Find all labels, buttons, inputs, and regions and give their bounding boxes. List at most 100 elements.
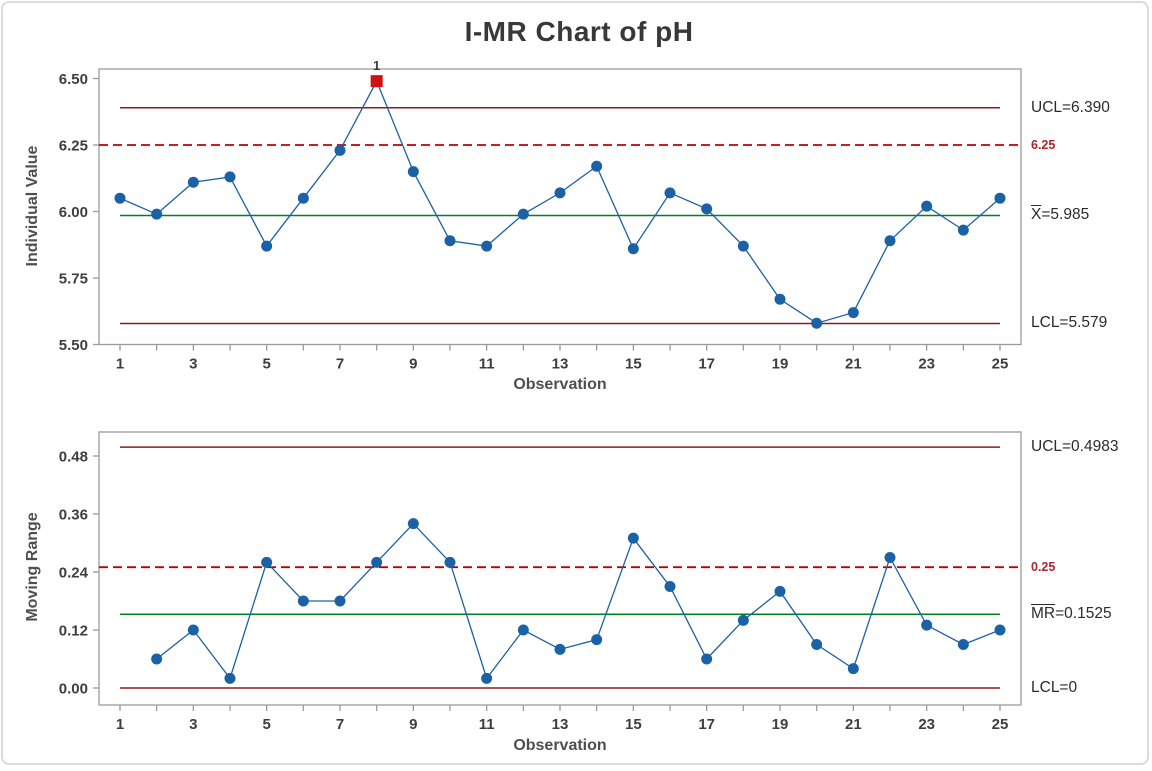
data-point[interactable] <box>591 160 603 172</box>
data-point[interactable] <box>334 595 346 607</box>
data-point[interactable] <box>591 634 603 646</box>
x-tick-label: 1 <box>116 356 124 373</box>
y-tick-label: 0.24 <box>59 565 89 582</box>
x-tick-label: 1 <box>116 716 124 733</box>
mr-chart-center-label: MR=0.1525 <box>1031 605 1112 623</box>
data-point[interactable] <box>481 672 493 684</box>
data-point[interactable] <box>957 224 969 236</box>
data-point[interactable] <box>297 595 309 607</box>
i-chart-y-axis-title: Individual Value <box>24 145 41 267</box>
i-chart-lcl-label: LCL=5.579 <box>1031 314 1108 332</box>
xbar-symbol: X <box>1031 206 1042 224</box>
data-point[interactable] <box>261 556 273 568</box>
data-point[interactable] <box>994 624 1006 636</box>
individuals-chart: 1 3 5 7 9 11 13 15 17 19 21 23 256.506.256.005.755.5… <box>59 58 1022 393</box>
data-point[interactable] <box>811 639 823 651</box>
x-tick-label: 13 <box>552 716 569 733</box>
data-point[interactable] <box>957 639 969 651</box>
mr-chart-lcl-label: LCL=0 <box>1031 679 1078 696</box>
chart-title: I-MR Chart of pH <box>464 16 694 47</box>
i-chart-ucl-label: UCL=6.390 <box>1031 98 1110 116</box>
x-tick-label: 15 <box>625 356 642 373</box>
y-tick-label: 0.36 <box>59 507 88 524</box>
data-point[interactable] <box>481 240 493 252</box>
plot-border <box>98 68 1022 346</box>
data-point[interactable] <box>664 187 676 199</box>
data-point[interactable] <box>517 624 529 636</box>
data-point[interactable] <box>554 643 566 655</box>
x-tick-label: 9 <box>409 716 417 733</box>
x-axis-title: Observation <box>513 376 606 393</box>
data-point[interactable] <box>334 144 346 156</box>
charts-canvas: 1 3 5 7 9 11 13 15 17 19 21 23 256.506.256.005.755.5… <box>59 58 1022 754</box>
y-tick-label: 0.12 <box>59 623 88 640</box>
x-tick-label: 3 <box>189 716 197 733</box>
data-point[interactable] <box>187 624 199 636</box>
data-point[interactable] <box>444 235 456 247</box>
x-tick-label: 23 <box>918 356 935 373</box>
y-tick-label: 5.75 <box>59 271 88 288</box>
mr-chart-reference-label: 0.25 <box>1031 560 1056 575</box>
x-tick-label: 17 <box>698 356 715 373</box>
data-point[interactable] <box>737 614 749 626</box>
data-point[interactable] <box>884 235 896 247</box>
data-point[interactable] <box>444 556 456 568</box>
y-tick-label: 6.00 <box>59 204 88 221</box>
data-point[interactable] <box>224 672 236 684</box>
data-point[interactable] <box>921 200 933 212</box>
data-point[interactable] <box>774 585 786 597</box>
data-point[interactable] <box>151 653 163 665</box>
data-point[interactable] <box>701 653 713 665</box>
data-point[interactable] <box>517 208 529 220</box>
x-tick-label: 9 <box>409 356 417 373</box>
series-line <box>156 522 1001 680</box>
data-point[interactable] <box>114 192 126 204</box>
ooc-point[interactable] <box>370 75 383 88</box>
mr-chart-ucl-label: UCL=0.4983 <box>1031 438 1119 456</box>
x-tick-label: 21 <box>845 356 862 373</box>
data-point[interactable] <box>664 581 676 593</box>
i-chart-reference-label: 6.25 <box>1031 138 1056 152</box>
data-point[interactable] <box>811 317 823 329</box>
plot-border <box>98 431 1022 706</box>
data-point[interactable] <box>224 171 236 183</box>
data-point[interactable] <box>297 192 309 204</box>
data-point[interactable] <box>627 243 639 255</box>
data-point[interactable] <box>884 552 896 564</box>
data-point[interactable] <box>407 166 419 178</box>
x-tick-label: 3 <box>189 356 197 373</box>
x-tick-label: 7 <box>336 716 344 733</box>
data-point[interactable] <box>261 240 273 252</box>
moving-range-chart: 1 3 5 7 9 11 13 15 17 19 21 23 250.480.360.240.120.0… <box>59 431 1022 754</box>
x-tick-label: 13 <box>552 356 569 373</box>
data-point[interactable] <box>701 203 713 215</box>
x-tick-label: 15 <box>625 716 642 733</box>
data-point[interactable] <box>151 208 163 220</box>
x-tick-label: 7 <box>336 356 344 373</box>
data-point[interactable] <box>737 240 749 252</box>
x-tick-label: 19 <box>772 716 789 733</box>
x-tick-label: 5 <box>262 716 270 733</box>
x-tick-label: 17 <box>698 716 715 733</box>
data-point[interactable] <box>921 619 933 631</box>
x-tick-label: 11 <box>479 716 495 733</box>
y-tick-label: 5.50 <box>59 337 88 354</box>
ooc-point-label: 1 <box>373 58 380 73</box>
data-point[interactable] <box>554 187 566 199</box>
data-point[interactable] <box>847 307 859 319</box>
y-tick-label: 0.00 <box>59 681 88 698</box>
x-tick-label: 21 <box>845 716 862 733</box>
mrbar-symbol: MR <box>1031 605 1056 623</box>
x-tick-label: 19 <box>772 356 789 373</box>
data-point[interactable] <box>371 556 383 568</box>
data-point[interactable] <box>847 663 859 675</box>
data-point[interactable] <box>627 532 639 544</box>
y-tick-label: 6.50 <box>59 71 88 88</box>
data-point[interactable] <box>187 176 199 188</box>
data-point[interactable] <box>407 518 419 530</box>
data-point[interactable] <box>994 192 1006 204</box>
x-tick-label: 23 <box>918 716 935 733</box>
i-chart-center-label: X=5.985 <box>1031 206 1090 224</box>
data-point[interactable] <box>774 293 786 305</box>
